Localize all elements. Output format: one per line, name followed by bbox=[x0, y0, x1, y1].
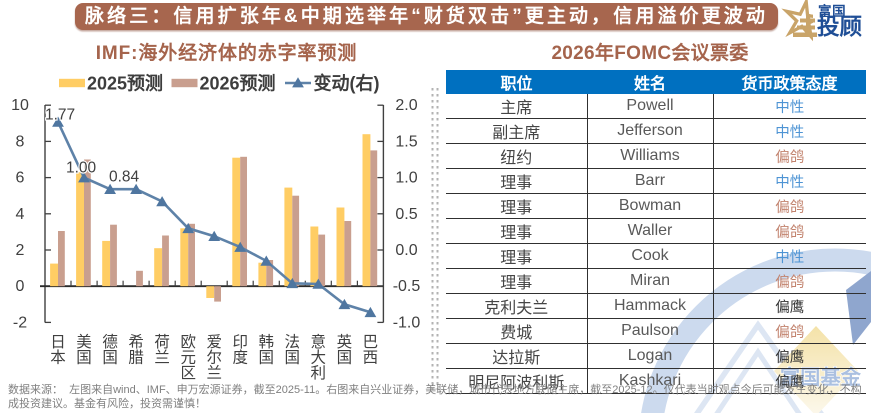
svg-text:0.5: 0.5 bbox=[395, 206, 417, 223]
svg-text:韩国: 韩国 bbox=[259, 333, 275, 367]
svg-text:投顾: 投顾 bbox=[817, 15, 863, 40]
svg-text:8: 8 bbox=[16, 133, 25, 150]
svg-text:1.0: 1.0 bbox=[395, 170, 417, 187]
svg-text:2026预测: 2026预测 bbox=[200, 73, 276, 94]
svg-text:德国: 德国 bbox=[102, 333, 118, 367]
svg-text:巴西: 巴西 bbox=[363, 334, 379, 367]
svg-text:10: 10 bbox=[11, 97, 29, 114]
svg-text:-0.5: -0.5 bbox=[393, 278, 421, 295]
svg-text:0.84: 0.84 bbox=[109, 169, 140, 186]
svg-text:印度: 印度 bbox=[232, 333, 248, 367]
svg-text:-1.0: -1.0 bbox=[393, 314, 421, 331]
svg-text:意大利: 意大利 bbox=[311, 332, 327, 382]
svg-text:欧元区: 欧元区 bbox=[180, 333, 196, 382]
svg-text:1.77: 1.77 bbox=[45, 107, 75, 124]
svg-text:4: 4 bbox=[16, 206, 25, 223]
svg-text:英国: 英国 bbox=[337, 333, 353, 367]
svg-text:法国: 法国 bbox=[285, 333, 301, 367]
svg-text:1.00: 1.00 bbox=[66, 160, 97, 177]
svg-text:日本: 日本 bbox=[50, 334, 66, 367]
svg-text:6: 6 bbox=[16, 170, 25, 187]
svg-text:富国: 富国 bbox=[818, 3, 846, 19]
svg-text:爱尔兰: 爱尔兰 bbox=[206, 333, 222, 382]
svg-text:0.0: 0.0 bbox=[395, 242, 417, 259]
svg-text:2.0: 2.0 bbox=[395, 97, 417, 114]
svg-text:2025预测: 2025预测 bbox=[87, 73, 163, 94]
svg-text:2: 2 bbox=[16, 242, 25, 259]
svg-text:荷兰: 荷兰 bbox=[154, 333, 170, 367]
svg-text:美国: 美国 bbox=[76, 333, 92, 367]
svg-text:-2: -2 bbox=[13, 314, 27, 331]
svg-text:希腊: 希腊 bbox=[128, 333, 144, 367]
svg-text:0: 0 bbox=[16, 278, 25, 295]
svg-text:1.5: 1.5 bbox=[395, 133, 417, 150]
svg-text:变动(右): 变动(右) bbox=[314, 73, 380, 94]
